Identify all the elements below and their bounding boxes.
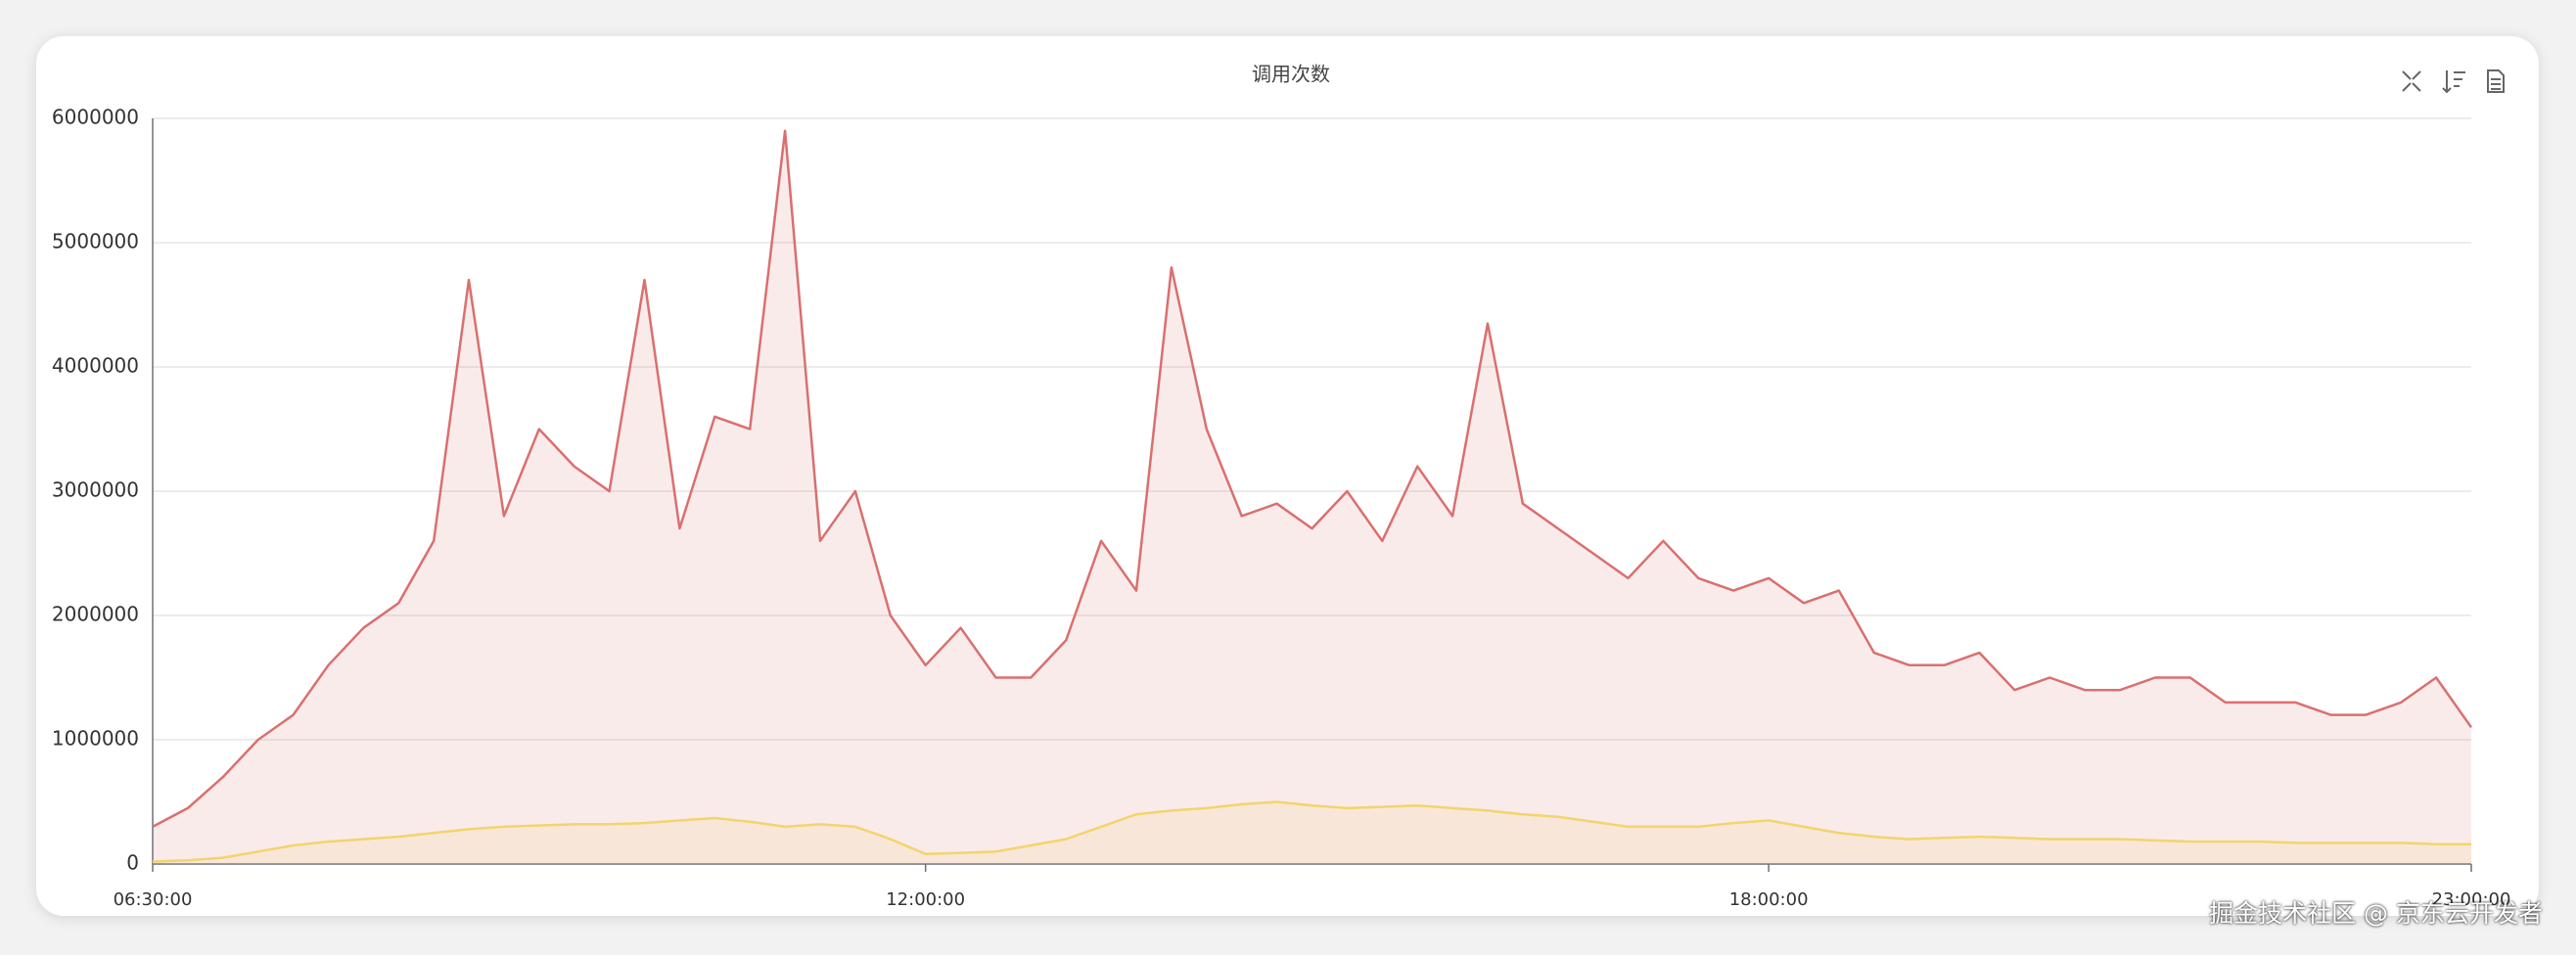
chart-card [36, 36, 2539, 916]
zoom-button[interactable] [2402, 70, 2421, 92]
series-area [153, 130, 2471, 864]
y-tick-label: 4000000 [52, 354, 139, 378]
y-tick-label: 6000000 [52, 106, 139, 129]
y-tick-label: 1000000 [52, 727, 139, 750]
toolbar[interactable] [2402, 69, 2505, 94]
data-view-button[interactable] [2487, 69, 2505, 93]
series-line [152, 129, 2473, 829]
watermark: 掘金技术社区 @ 京东云开发者 [2209, 899, 2543, 928]
y-tick-label: 0 [126, 851, 139, 875]
x-tick-label: 23:00:00 [2432, 889, 2511, 910]
x-tick-label: 06:30:00 [114, 889, 193, 910]
series-area [153, 801, 2471, 864]
chart-title: 调用次数 [1252, 63, 1330, 86]
series-line [152, 800, 2471, 863]
restore-button[interactable] [2442, 70, 2465, 94]
x-tick-label: 18:00:00 [1729, 889, 1809, 910]
y-tick-label: 2000000 [52, 603, 139, 626]
y-tick-label: 3000000 [52, 478, 139, 502]
x-tick-label: 12:00:00 [886, 889, 965, 910]
y-tick-label: 5000000 [52, 230, 139, 253]
